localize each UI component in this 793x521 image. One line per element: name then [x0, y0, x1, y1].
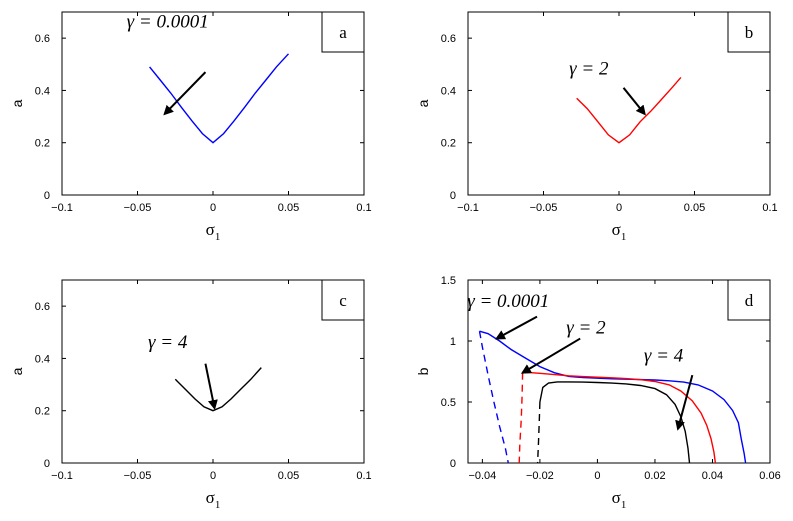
annotation-arrow	[675, 374, 694, 431]
panel-a: −0.1 −0.05 0 0.05 0.1 0 0.2 0.4 0.6 σ1 a a γ = 0.000…	[9, 11, 372, 243]
panel-tag-box	[727, 11, 771, 53]
x-axis-label-subscript: 1	[215, 499, 221, 511]
annotation-arrow	[520, 337, 581, 374]
x-tick-label: 0.05	[684, 202, 705, 214]
x-axis-label: σ1	[206, 488, 221, 511]
x-tick-label: 0.1	[356, 202, 371, 214]
panel-tag-label: b	[745, 23, 754, 42]
x-axis-label-subscript: 1	[621, 231, 627, 243]
series-line-solid	[174, 367, 262, 412]
series-line-solid	[149, 53, 290, 144]
annotation-arrow	[163, 71, 207, 116]
y-tick-label: 0.5	[441, 397, 456, 409]
x-tick-label: −0.04	[468, 470, 496, 482]
x-axis-label-subscript: 1	[215, 231, 221, 243]
y-tick-label: 0.2	[35, 138, 50, 150]
series-line-dashed	[478, 331, 509, 463]
x-tick-label: 0	[210, 202, 216, 214]
series-line-dashed	[518, 372, 524, 463]
y-tick-label: 1.5	[441, 275, 456, 287]
annotation-arrow	[495, 315, 538, 340]
gamma-annotation: γ = 4	[148, 332, 188, 353]
x-tick-label: 0.02	[644, 470, 665, 482]
plot-frame	[61, 279, 365, 464]
x-tick-label: 0	[616, 202, 622, 214]
y-axis-label: a	[9, 367, 25, 375]
gamma-annotation: γ = 2	[566, 318, 606, 339]
gamma-annotation: γ = 0.0001	[467, 291, 549, 312]
x-tick-label: 0.04	[702, 470, 723, 482]
x-tick-label: −0.05	[124, 202, 152, 214]
panel-tag-box	[321, 279, 365, 321]
y-axis-label: a	[415, 99, 431, 107]
annotation-arrow	[622, 87, 646, 116]
gamma-annotation: γ = 0.0001	[127, 12, 209, 33]
plot-frame	[467, 279, 771, 464]
y-tick-label: 0.4	[441, 85, 456, 97]
y-axis-label: b	[415, 367, 431, 375]
x-tick-label: −0.02	[526, 470, 554, 482]
gamma-annotation: γ = 4	[644, 346, 684, 367]
y-tick-label: 0.4	[35, 85, 50, 97]
y-tick-label: 1	[450, 336, 456, 348]
x-tick-label: −0.1	[51, 470, 73, 482]
annotation-arrow	[204, 363, 218, 411]
x-tick-label: 0.1	[356, 470, 371, 482]
panel-c: −0.1 −0.05 0 0.05 0.1 0 0.2 0.4 0.6 σ1 a c γ = 4	[9, 279, 372, 511]
panel-tag-label: a	[339, 23, 347, 42]
x-tick-label: 0.06	[759, 470, 780, 482]
y-axis-label: a	[9, 99, 25, 107]
panel-tag-label: c	[339, 291, 347, 310]
plot-frame	[61, 11, 365, 196]
y-tick-label: 0	[450, 458, 456, 470]
y-tick-label: 0.6	[35, 301, 50, 313]
x-tick-label: 0	[210, 470, 216, 482]
series-line-solid	[522, 372, 717, 463]
series-line-solid	[539, 381, 691, 463]
y-tick-label: 0	[450, 190, 456, 202]
y-tick-label: 0.6	[35, 33, 50, 45]
series-line-dashed	[536, 401, 541, 463]
x-tick-label: 0.05	[278, 202, 299, 214]
x-tick-label: 0.1	[762, 202, 777, 214]
y-tick-label: 0	[44, 190, 50, 202]
series-line-solid	[479, 330, 747, 463]
x-tick-label: −0.05	[124, 470, 152, 482]
x-tick-label: −0.1	[457, 202, 479, 214]
gamma-annotation: γ = 2	[569, 59, 609, 80]
panel-tag-box	[321, 11, 365, 53]
x-axis-label-subscript: 1	[621, 499, 627, 511]
y-tick-label: 0.2	[441, 138, 456, 150]
plot-frame	[467, 11, 771, 196]
panel-d: −0.04 −0.02 0 0.02 0.04 0.06 0 0.5 1 1.5 σ1 b d γ = 0…	[415, 275, 781, 511]
y-tick-label: 0.4	[35, 353, 50, 365]
x-tick-label: −0.1	[51, 202, 73, 214]
x-tick-label: −0.05	[530, 202, 558, 214]
x-axis-label: σ1	[612, 220, 627, 243]
panel-b: −0.1 −0.05 0 0.05 0.1 0 0.2 0.4 0.6 σ1 a b γ = 2	[415, 11, 778, 243]
y-tick-label: 0	[44, 458, 50, 470]
panel-tag-box	[727, 279, 771, 321]
y-tick-label: 0.6	[441, 33, 456, 45]
x-axis-label: σ1	[612, 488, 627, 511]
y-tick-label: 0.2	[35, 406, 50, 418]
panel-tag-label: d	[745, 291, 754, 310]
x-tick-label: 0.05	[278, 470, 299, 482]
x-axis-label: σ1	[206, 220, 221, 243]
x-tick-label: 0	[594, 470, 600, 482]
series-line-solid	[576, 76, 682, 144]
